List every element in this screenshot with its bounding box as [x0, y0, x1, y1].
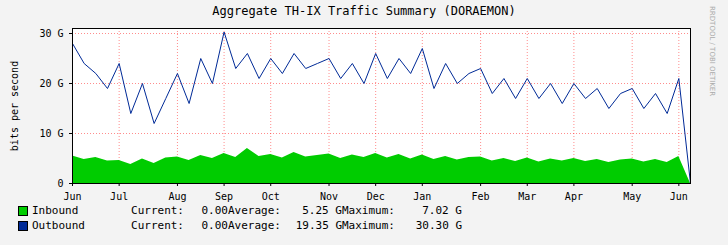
- svg-text:20 G: 20 G: [39, 78, 63, 89]
- html-text:Inbound: Inbound: [32, 204, 79, 217]
- svg-text:Sep: Sep: [215, 191, 233, 202]
- svg-text:Apr: Apr: [565, 191, 583, 202]
- svg-text:Jun: Jun: [670, 191, 688, 202]
- svg-text:Feb: Feb: [472, 191, 490, 202]
- html-text:30.30 G: 30.30 G: [415, 219, 462, 232]
- svg-text:Jul: Jul: [110, 191, 128, 202]
- svg-text:Dec: Dec: [367, 191, 385, 202]
- svg-text:Aug: Aug: [168, 191, 186, 202]
- html-text:Outbound: Outbound: [32, 219, 85, 232]
- svg-text:Oct: Oct: [262, 191, 280, 202]
- svg-text:0: 0: [57, 178, 63, 189]
- svg-text:10 G: 10 G: [39, 128, 63, 139]
- svg-text:30 G: 30 G: [39, 28, 63, 39]
- html-text:5.25 G Maximum:: 5.25 G Maximum:: [302, 204, 395, 217]
- html-text:RRDTOOL / TOBI OETIKER: RRDTOOL / TOBI OETIKER: [708, 6, 716, 97]
- html-text:Current:: Current:: [131, 219, 184, 232]
- svg-text:bits per second: bits per second: [9, 61, 20, 151]
- html-text:0.00 Average:: 0.00 Average:: [201, 204, 281, 217]
- html-text:Aggregate TH-IX Traffic Summar: Aggregate TH-IX Traffic Summary (DORAEMO…: [212, 4, 516, 18]
- html-text:0.00 Average:: 0.00 Average:: [201, 219, 281, 232]
- svg-text:Jun: Jun: [63, 191, 81, 202]
- svg-text:May: May: [623, 191, 641, 202]
- svg-text:Nov: Nov: [320, 191, 338, 202]
- svg-text:Jan: Jan: [413, 191, 431, 202]
- html-text:Current:: Current:: [131, 204, 184, 217]
- html-text:19.35 G Maximum:: 19.35 G Maximum:: [295, 219, 395, 232]
- html-text:7.02 G: 7.02 G: [422, 204, 462, 217]
- svg-text:Mar: Mar: [518, 191, 536, 202]
